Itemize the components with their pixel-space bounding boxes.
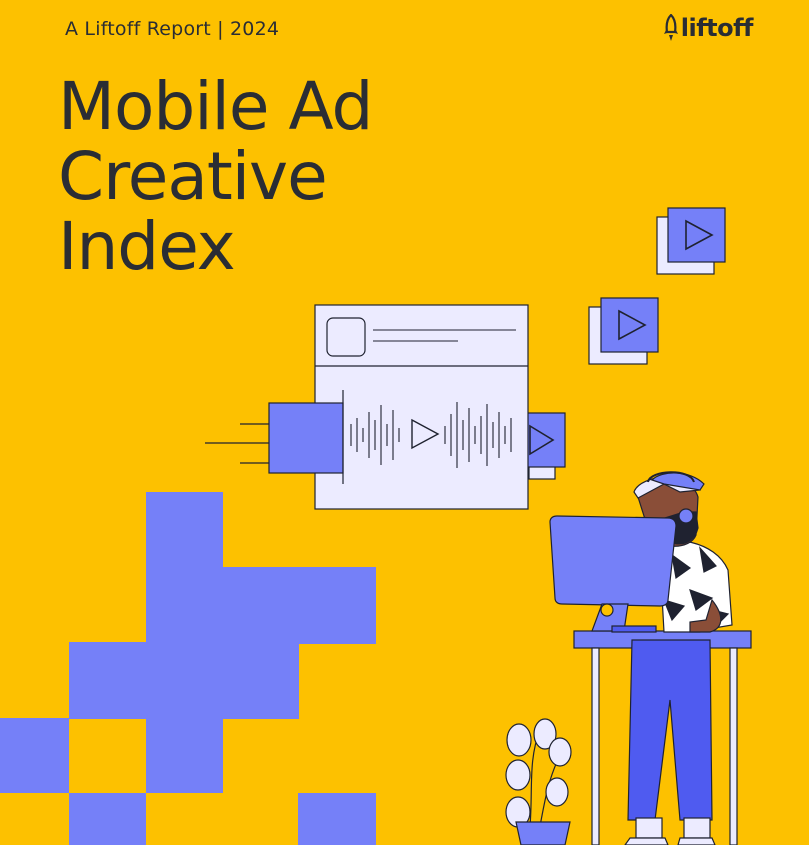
pixel-blocks bbox=[0, 492, 376, 845]
report-label: A Liftoff Report | 2024 bbox=[65, 18, 280, 40]
title-line-3: Index bbox=[58, 208, 236, 285]
play-icon bbox=[618, 309, 647, 341]
brand-name: liftoff bbox=[680, 14, 754, 42]
moving-tile bbox=[205, 390, 344, 484]
page-title: Mobile Ad Creative Index bbox=[58, 68, 373, 285]
play-tile-medium bbox=[588, 297, 659, 365]
plant-icon bbox=[505, 718, 572, 845]
play-icon bbox=[685, 219, 714, 251]
soundwave-icon bbox=[350, 402, 512, 468]
title-line-2: Creative bbox=[58, 138, 328, 215]
monitor-icon bbox=[549, 515, 677, 633]
rocket-icon bbox=[663, 14, 678, 41]
play-tile-large bbox=[656, 207, 726, 275]
brand-logo: liftoff bbox=[663, 14, 754, 42]
video-card bbox=[314, 304, 566, 510]
title-line-1: Mobile Ad bbox=[58, 68, 373, 145]
play-icon bbox=[411, 418, 440, 450]
